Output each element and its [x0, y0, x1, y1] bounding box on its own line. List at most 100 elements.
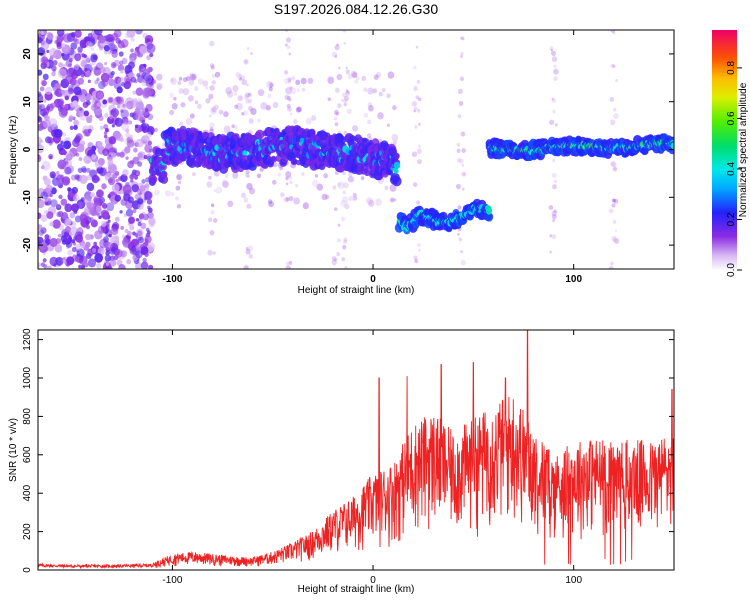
- noise-streak: [458, 237, 463, 242]
- noise-speckle: [93, 197, 99, 203]
- noise-streak: [413, 109, 416, 113]
- noise-streak: [415, 95, 419, 100]
- noise-speckle: [79, 174, 88, 184]
- noise-speckle: [301, 87, 306, 92]
- noise-speckle: [116, 86, 123, 94]
- noise-streak: [286, 37, 291, 43]
- noise-speckle: [393, 140, 397, 145]
- noise-streak: [284, 94, 290, 100]
- noise-speckle: [102, 148, 110, 157]
- noise-speckle: [132, 208, 137, 214]
- noise-speckle: [188, 79, 195, 86]
- noise-speckle: [134, 124, 139, 129]
- noise-speckle: [205, 86, 209, 90]
- noise-speckle: [49, 171, 56, 179]
- noise-speckle: [122, 103, 126, 108]
- noise-speckle: [93, 241, 97, 246]
- noise-speckle: [222, 179, 227, 184]
- noise-speckle: [178, 76, 183, 81]
- spectrogram-xtick-label: 0: [370, 274, 376, 285]
- noise-speckle: [112, 101, 116, 106]
- snr-xtick-label: 100: [565, 575, 582, 586]
- noise-speckle: [122, 44, 126, 48]
- noise-speckle: [75, 233, 84, 243]
- noise-speckle: [38, 69, 43, 76]
- noise-speckle: [300, 77, 307, 85]
- noise-speckle: [106, 202, 115, 212]
- noise-speckle: [144, 251, 149, 258]
- noise-speckle: [130, 178, 134, 183]
- snr-frame: [37, 329, 675, 571]
- noise-speckle: [191, 73, 198, 80]
- track-1-core: [393, 168, 399, 174]
- noise-speckle: [53, 128, 63, 139]
- noise-speckle: [117, 64, 125, 72]
- noise-speckle: [214, 71, 221, 78]
- spectrogram-heatmap: [38, 30, 674, 269]
- noise-speckle: [223, 111, 229, 118]
- noise-speckle: [131, 184, 140, 193]
- noise-streak: [551, 173, 557, 178]
- noise-speckle: [56, 203, 61, 209]
- noise-speckle: [256, 173, 262, 179]
- noise-speckle: [185, 117, 193, 126]
- snr-ytick-label: 400: [22, 484, 33, 501]
- noise-streak: [612, 198, 616, 203]
- noise-streak: [342, 244, 347, 250]
- noise-speckle: [86, 201, 93, 208]
- noise-speckle: [73, 124, 78, 130]
- noise-speckle: [106, 34, 114, 43]
- spectrogram-xtick-label: -100: [162, 274, 182, 285]
- noise-streak: [461, 171, 467, 177]
- noise-streak: [612, 219, 617, 224]
- noise-streak: [612, 199, 616, 203]
- noise-speckle: [42, 258, 47, 263]
- noise-speckle: [129, 174, 135, 180]
- noise-speckle: [125, 208, 134, 217]
- noise-speckle: [142, 72, 147, 77]
- noise-speckle: [49, 221, 54, 227]
- noise-speckle: [332, 185, 337, 190]
- noise-streak: [459, 76, 465, 82]
- colorbar-tick-label: 0.6: [726, 111, 737, 125]
- noise-speckle: [287, 106, 292, 112]
- noise-streak: [416, 148, 422, 155]
- noise-speckle: [96, 262, 102, 269]
- track-1-cell: [394, 153, 400, 159]
- noise-speckle: [285, 176, 289, 181]
- noise-speckle: [134, 193, 141, 201]
- noise-speckle: [61, 42, 66, 48]
- noise-speckle: [38, 262, 41, 268]
- noise-speckle: [67, 249, 73, 256]
- noise-speckle: [83, 128, 90, 137]
- noise-speckle: [169, 109, 175, 116]
- noise-speckle: [182, 76, 188, 83]
- noise-speckle: [44, 201, 49, 206]
- noise-speckle: [222, 180, 229, 188]
- noise-speckle: [337, 181, 345, 190]
- noise-speckle: [305, 117, 312, 125]
- noise-speckle: [71, 203, 79, 213]
- noise-speckle: [373, 74, 379, 80]
- noise-streak: [456, 157, 462, 163]
- noise-speckle: [81, 53, 86, 58]
- noise-streak: [460, 55, 463, 58]
- noise-speckle: [127, 196, 134, 204]
- noise-speckle: [141, 119, 146, 124]
- noise-speckle: [113, 113, 118, 118]
- noise-streak: [457, 204, 462, 210]
- noise-speckle: [149, 221, 155, 228]
- noise-speckle: [149, 52, 154, 58]
- noise-speckle: [265, 104, 271, 111]
- noise-streak: [457, 114, 462, 119]
- noise-speckle: [38, 188, 46, 197]
- noise-streak: [244, 59, 248, 64]
- noise-speckle: [135, 218, 139, 222]
- noise-speckle: [137, 230, 143, 237]
- noise-speckle: [74, 53, 82, 62]
- noise-streak: [342, 30, 347, 33]
- noise-speckle: [106, 116, 115, 125]
- noise-speckle: [63, 104, 69, 109]
- noise-speckle: [225, 86, 232, 95]
- noise-speckle: [147, 205, 151, 210]
